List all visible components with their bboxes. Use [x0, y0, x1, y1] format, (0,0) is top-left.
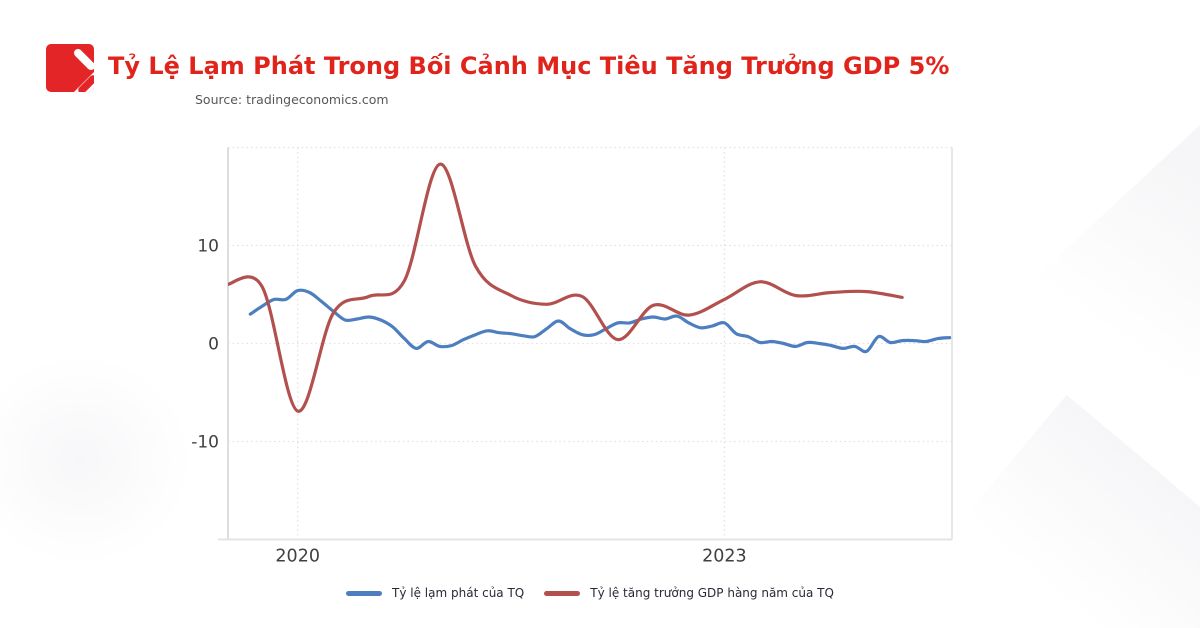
- y-tick-label-0: 0: [208, 335, 219, 355]
- legend-swatch-icon: [544, 590, 581, 596]
- series-line-0: [248, 288, 952, 354]
- chart-legend: Tỷ lệ lạm phát của TQ Tỷ lệ tăng trưởng G…: [228, 581, 952, 605]
- legend-swatch-icon: [346, 590, 383, 596]
- page-title: Tỷ Lệ Lạm Phát Trong Bối Cảnh Mục Tiêu T…: [108, 52, 950, 80]
- brand-logo-icon: [46, 44, 94, 92]
- y-tick-label--10: -10: [191, 433, 219, 453]
- legend-item-1: Tỷ lệ tăng trưởng GDP hàng năm của TQ: [544, 586, 834, 600]
- legend-label: Tỷ lệ tăng trưởng GDP hàng năm của TQ: [590, 586, 834, 600]
- legend-item-0: Tỷ lệ lạm phát của TQ: [346, 586, 524, 600]
- source-note: Source: tradingeconomics.com: [195, 92, 389, 107]
- x-tick-label-2020: 2020: [275, 547, 320, 567]
- series-line-1: [228, 162, 904, 413]
- x-tick-label-2023: 2023: [702, 547, 747, 567]
- y-tick-label-10: 10: [197, 237, 219, 257]
- legend-label: Tỷ lệ lạm phát của TQ: [392, 586, 525, 600]
